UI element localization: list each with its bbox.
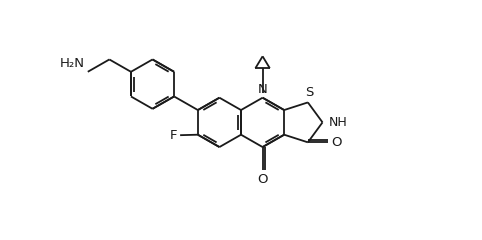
Text: S: S (305, 86, 313, 99)
Text: H₂N: H₂N (60, 57, 85, 70)
Text: O: O (257, 173, 268, 186)
Text: N: N (258, 83, 268, 96)
Text: NH: NH (328, 116, 347, 129)
Text: F: F (170, 129, 178, 142)
Text: O: O (331, 136, 341, 149)
